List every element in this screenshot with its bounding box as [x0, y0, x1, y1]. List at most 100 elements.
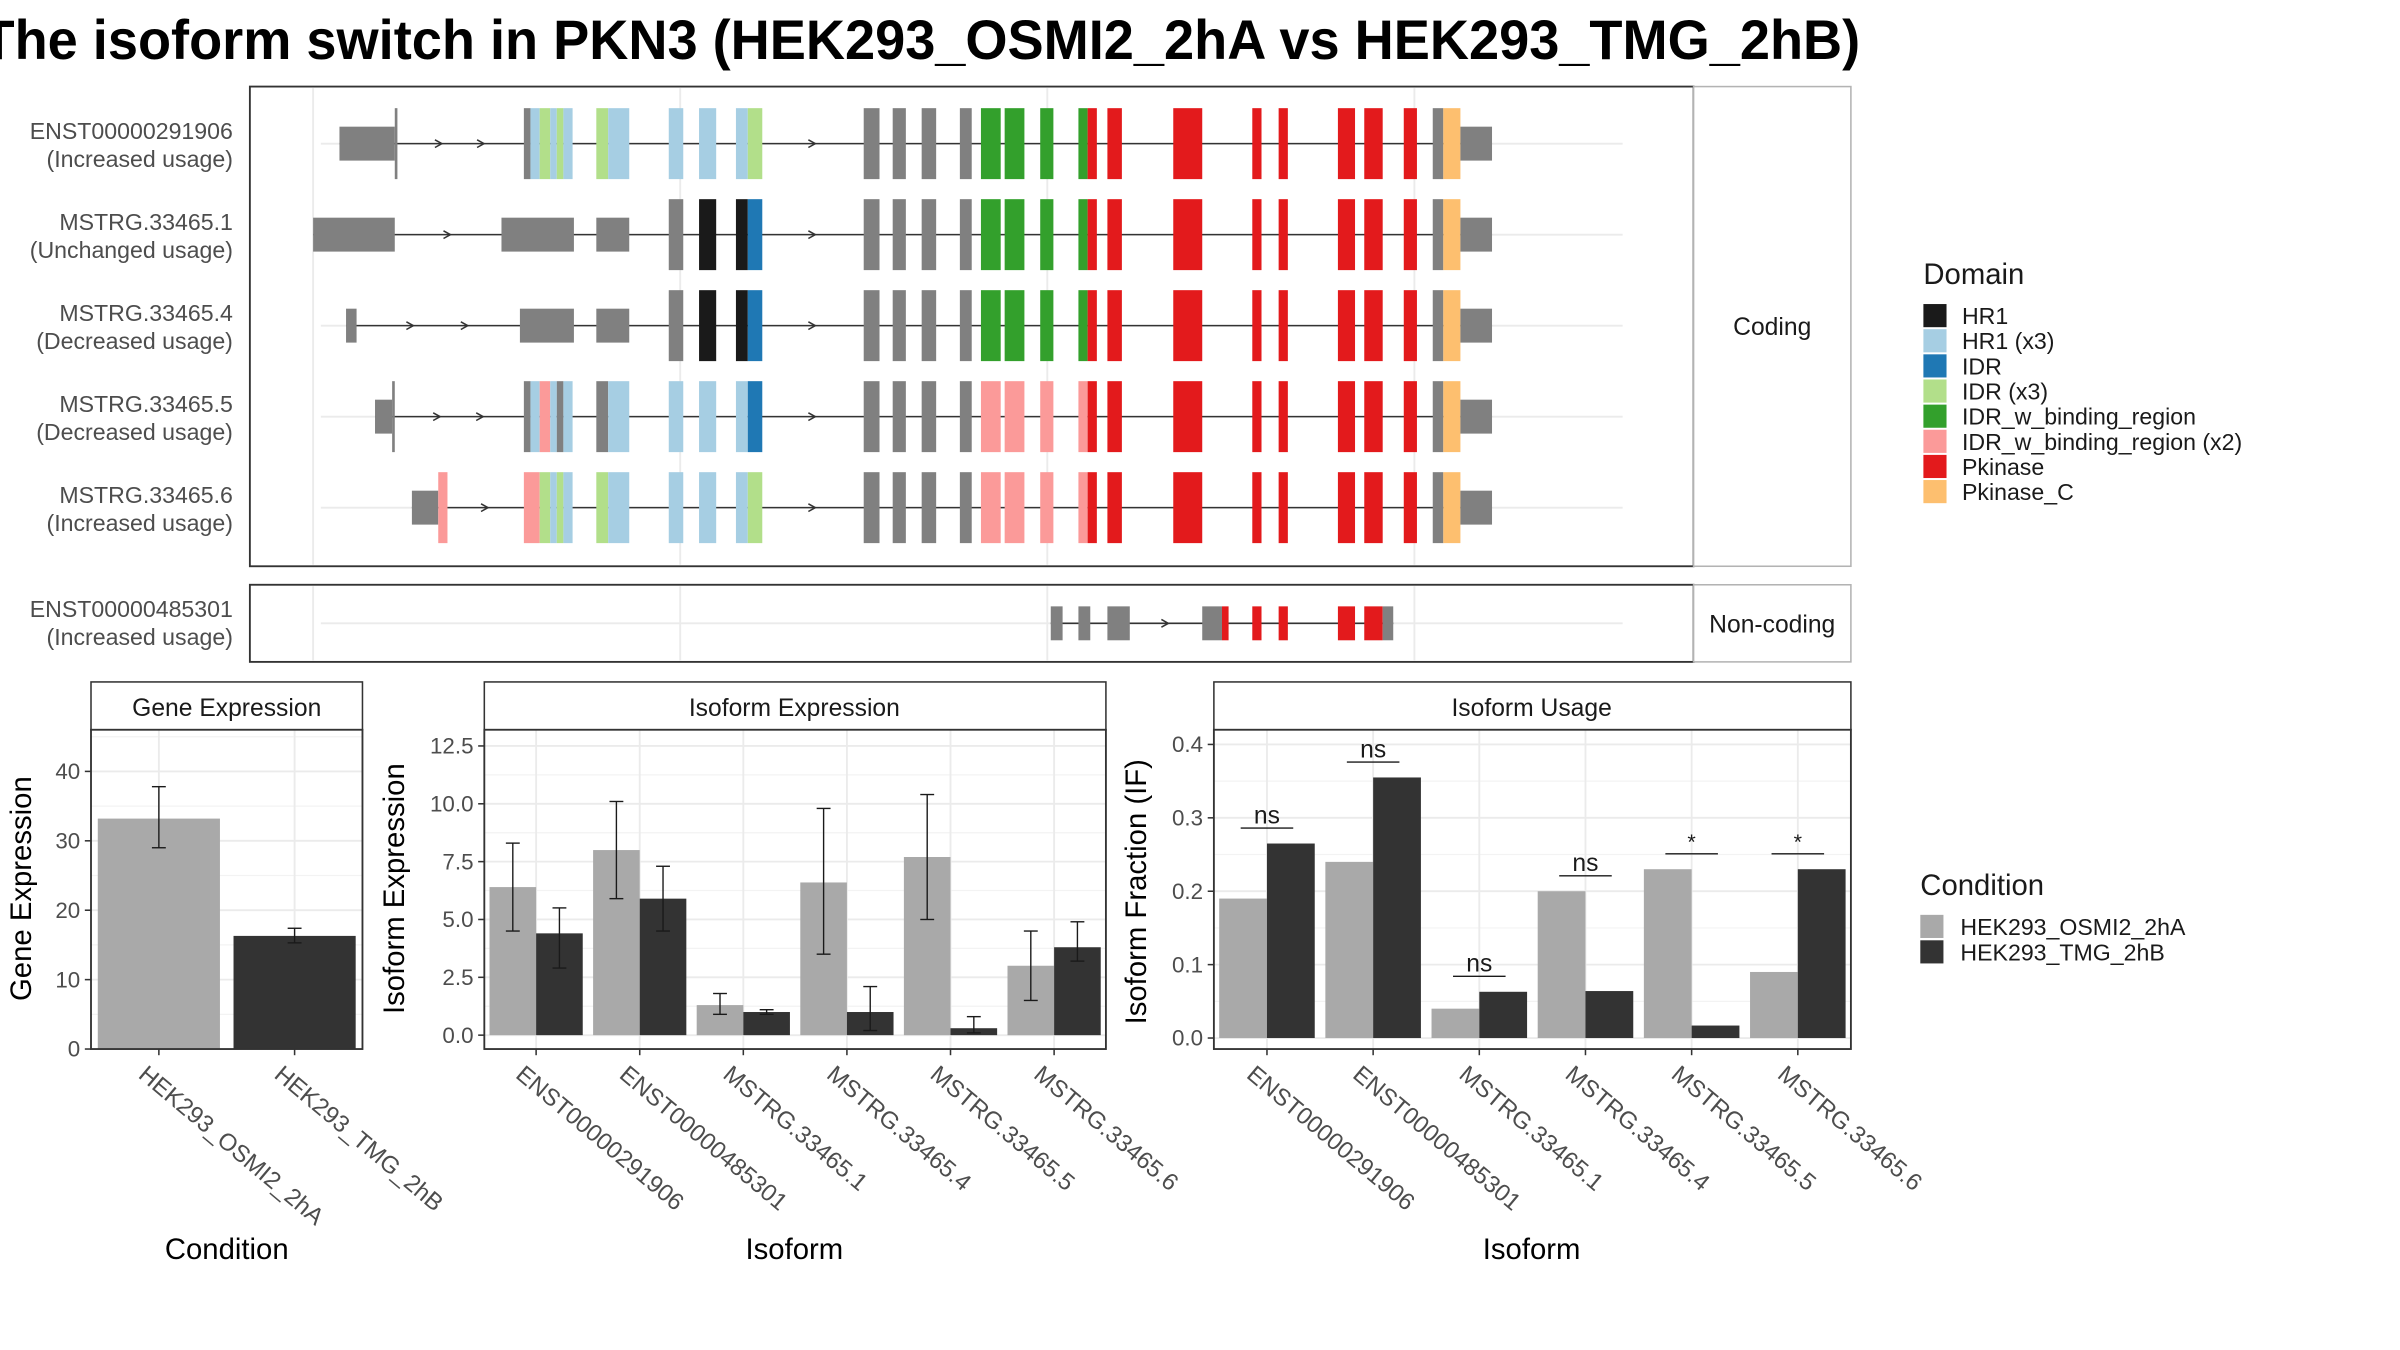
legend-swatch: [1923, 454, 1947, 479]
exon-block: [608, 108, 630, 180]
exon-block: [1004, 472, 1025, 544]
transcript-row: [320, 381, 1623, 453]
exon-block: [863, 108, 880, 180]
domain-legend-title: Domain: [1923, 258, 2024, 291]
exon-block: [1087, 381, 1097, 453]
exon-block: [1078, 606, 1091, 641]
transcript-usage-label: (Increased usage): [47, 146, 233, 172]
exon-block: [747, 290, 763, 362]
exon-block: [1087, 290, 1097, 362]
exon-block: [1364, 290, 1383, 362]
exon-block: [539, 108, 551, 180]
exon-block: [1173, 290, 1203, 362]
exon-block: [735, 472, 748, 544]
noncoding-facet-strip: [1692, 583, 1852, 663]
plot-border: [90, 728, 364, 1050]
transcript-row: [320, 290, 1623, 362]
bar: [1585, 991, 1634, 1039]
exon-block: [959, 108, 972, 180]
exon-block: [1278, 606, 1288, 641]
exon-block: [1252, 108, 1262, 180]
legend-swatch: [1923, 304, 1947, 328]
exon-block: [668, 290, 684, 362]
gene-expression-ylabel: Gene Expression: [5, 776, 38, 1001]
exon-block: [735, 290, 748, 362]
plot-border: [1212, 728, 1852, 1050]
transcript-label: MSTRG.33465.5: [59, 391, 233, 417]
exon-block: [394, 108, 398, 180]
exon-block: [863, 290, 880, 362]
exon-block: [699, 108, 717, 180]
bar: [1373, 777, 1421, 1039]
strand-arrow: [807, 503, 817, 513]
gene-expression-strip-title: Gene Expression: [132, 695, 321, 722]
strand-arrow: [807, 321, 817, 331]
exon-block: [1403, 290, 1417, 362]
exon-block: [375, 399, 393, 434]
exon-block: [313, 217, 395, 252]
exon-block: [735, 199, 748, 271]
bar: [1797, 869, 1846, 1039]
exon-block: [1173, 199, 1203, 271]
exon-block: [1107, 381, 1122, 453]
legend-label: IDR (x3): [1962, 379, 2048, 405]
exon-block: [1107, 290, 1122, 362]
exon-block: [596, 308, 630, 343]
exon-block: [1107, 606, 1130, 641]
legend-swatch: [1923, 480, 1947, 504]
exon-block: [1221, 606, 1229, 641]
exon-block: [1403, 108, 1417, 180]
exon-block: [1252, 290, 1262, 362]
y-tick-label: 10.0: [430, 792, 474, 817]
exon-block: [1252, 606, 1262, 641]
exon-block: [735, 108, 748, 180]
exon-block: [980, 472, 1001, 544]
exon-block: [1443, 199, 1461, 271]
bar: [1691, 1025, 1740, 1039]
exon-block: [1078, 290, 1088, 362]
exon-block: [1460, 308, 1493, 343]
exon-block: [1087, 472, 1097, 544]
exon-block: [668, 472, 684, 544]
legend-label: Pkinase_C: [1962, 479, 2074, 505]
exon-block: [608, 472, 630, 544]
exon-block: [596, 217, 630, 252]
exon-block: [1460, 217, 1493, 252]
y-tick-label: 20: [55, 898, 80, 923]
exon-block: [892, 108, 906, 180]
legend-swatch: [1923, 429, 1947, 453]
bar: [1643, 869, 1692, 1039]
exon-block: [1040, 381, 1054, 453]
significance-label: *: [1794, 829, 1803, 854]
exon-block: [863, 472, 880, 544]
structure-panel: Coding Non-coding ENST00000291906 (Incre…: [30, 85, 1852, 663]
exon-block: [959, 199, 972, 271]
bar: [1750, 971, 1798, 1039]
transcript-label: MSTRG.33465.6: [59, 482, 233, 508]
exon-block: [1078, 381, 1088, 453]
exon-block: [668, 381, 684, 453]
exon-block: [523, 472, 540, 544]
y-tick-label: 0.4: [1172, 732, 1203, 757]
y-tick-label: 5.0: [442, 907, 473, 932]
exon-block: [668, 199, 684, 271]
isoform-expression-ylabel: Isoform Expression: [378, 763, 411, 1014]
exon-block: [1107, 199, 1122, 271]
exon-block: [1004, 108, 1025, 180]
exon-block: [1432, 108, 1444, 180]
isoform-expression-strip-title: Isoform Expression: [689, 695, 900, 722]
exon-block: [863, 381, 880, 453]
plot-background: [1213, 729, 1851, 1050]
exon-block: [1087, 199, 1097, 271]
exon-block: [1278, 472, 1288, 544]
legend-label: IDR_w_binding_region (x2): [1962, 429, 2242, 455]
exon-block: [1278, 108, 1288, 180]
exon-block: [892, 199, 906, 271]
strand-arrow: [434, 139, 444, 149]
legend-swatch: [1923, 404, 1947, 428]
exon-block: [1278, 381, 1288, 453]
exon-block: [892, 290, 906, 362]
exon-block: [1460, 490, 1493, 525]
strand-arrow: [432, 412, 442, 422]
